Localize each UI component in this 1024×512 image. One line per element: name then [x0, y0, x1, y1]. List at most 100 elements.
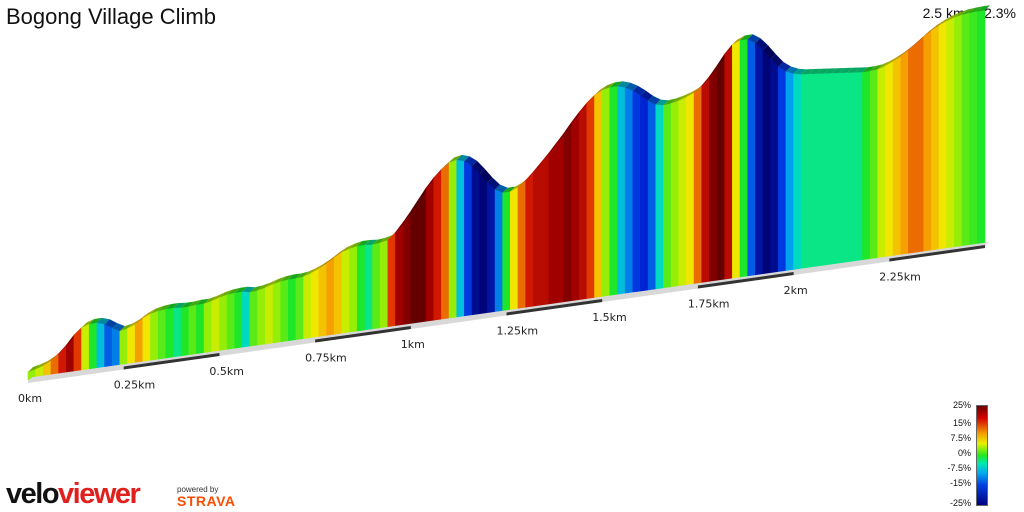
powered-by-strava[interactable]: powered by STRAVA: [177, 486, 235, 510]
profile-segment: [395, 221, 404, 329]
profile-segment-top: [801, 69, 814, 75]
profile-segment: [157, 308, 167, 362]
distance-tick-label: 0.25km: [114, 379, 156, 392]
profile-segment-top: [96, 317, 110, 325]
profile-segment: [839, 72, 848, 266]
profile-segment: [295, 276, 304, 343]
profile-segment-top: [265, 279, 278, 288]
profile-segment: [755, 42, 764, 278]
profile-segment-top: [770, 53, 784, 67]
profile-segment-top: [617, 81, 631, 88]
profile-segment-top: [885, 56, 899, 66]
distance-tick-label: 0km: [18, 392, 42, 405]
profile-segment-top: [181, 301, 194, 308]
logo-text-velo: velo: [6, 478, 60, 510]
logo-text-viewer: viewer: [58, 478, 141, 510]
profile-segment-top: [977, 5, 990, 12]
profile-segment: [632, 90, 641, 296]
profile-segment: [265, 283, 274, 347]
profile-segment-top: [326, 252, 340, 264]
profile-segment: [471, 165, 481, 318]
profile-segment-top: [609, 81, 623, 88]
profile-segment-top: [946, 12, 960, 21]
profile-segment: [510, 186, 519, 313]
profile-segment: [578, 102, 588, 303]
profile-segment-top: [962, 7, 975, 15]
profile-segment: [104, 323, 113, 370]
profile-segment-top: [81, 319, 95, 328]
profile-segment: [693, 85, 703, 287]
profile-segment-top: [464, 156, 478, 166]
profile-segment: [211, 296, 220, 355]
profile-segment-top: [732, 35, 746, 45]
profile-segment: [188, 304, 197, 358]
profile-segment: [372, 242, 381, 332]
profile-segment: [280, 279, 289, 345]
veloviewer-logo[interactable]: veloviewer: [6, 478, 141, 510]
profile-segment-top: [487, 177, 501, 190]
distance-tick-label: 2km: [784, 284, 808, 297]
profile-segment-top: [165, 303, 179, 310]
profile-segment-top: [204, 295, 217, 304]
distance-tick-label: 0.75km: [305, 352, 347, 365]
profile-segment-top: [847, 67, 860, 73]
distance-tick-label: 0.5km: [209, 365, 244, 378]
profile-segment: [739, 38, 748, 280]
profile-segment: [532, 161, 542, 310]
profile-segment: [50, 353, 59, 378]
profile-segment: [961, 12, 970, 249]
profile-segment: [655, 104, 664, 292]
distance-tick-label: 1.5km: [592, 311, 627, 324]
profile-segment-top: [158, 304, 171, 311]
profile-segment: [326, 256, 335, 339]
profile-segment: [288, 278, 297, 344]
profile-segment-top: [923, 25, 937, 37]
strava-logo-text: STRAVA: [177, 493, 236, 509]
profile-segment: [249, 290, 258, 350]
profile-segment: [203, 300, 213, 356]
profile-segment-top: [89, 317, 102, 324]
profile-segment-top: [824, 68, 837, 74]
profile-segment: [502, 191, 511, 314]
profile-segment: [441, 161, 450, 323]
profile-segment: [349, 245, 358, 335]
profile-segment-top: [663, 98, 677, 106]
profile-segment: [793, 73, 802, 273]
profile-segment: [954, 14, 963, 250]
profile-segment-top: [625, 82, 638, 91]
profile-segment: [709, 64, 718, 285]
legend-tick: 7.5%: [950, 433, 971, 443]
profile-segment-top: [778, 61, 791, 72]
profile-segment-top: [295, 271, 309, 279]
profile-segment: [555, 132, 565, 306]
profile-segment: [127, 323, 136, 367]
profile-segment-top: [349, 241, 363, 249]
profile-segment: [111, 327, 121, 369]
profile-segment-top: [142, 308, 156, 319]
profile-segment: [410, 198, 419, 327]
profile-segment: [142, 313, 151, 365]
profile-segment-top: [954, 9, 968, 18]
profile-segment-top: [862, 66, 876, 73]
profile-segment-top: [740, 34, 753, 41]
profile-segment: [425, 176, 435, 325]
profile-segment-top: [586, 90, 600, 103]
legend-tick: -15%: [949, 478, 971, 488]
profile-segment: [831, 72, 840, 267]
profile-segment-top: [211, 292, 225, 301]
profile-segment: [724, 43, 733, 283]
profile-segment: [456, 159, 465, 320]
profile-segment: [448, 159, 458, 321]
profile-segment-top: [234, 286, 248, 293]
profile-segment: [977, 9, 986, 247]
elevation-profile-chart[interactable]: 0km 0.25km 0.5km 0.75km 1km 1.25km 1.5km 1.75km…: [0, 0, 1024, 440]
profile-segment-top: [816, 68, 830, 74]
profile-segment: [946, 16, 955, 251]
profile-segment-top: [472, 160, 485, 174]
profile-segment-top: [104, 319, 118, 329]
profile-segment: [173, 307, 182, 360]
profile-segment-top: [632, 85, 646, 96]
profile-segment-top: [28, 364, 41, 372]
profile-segment-top: [257, 282, 271, 291]
profile-segment: [333, 251, 343, 338]
